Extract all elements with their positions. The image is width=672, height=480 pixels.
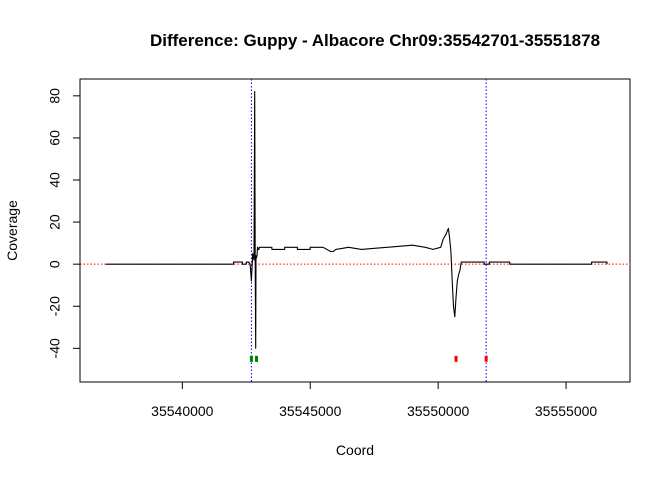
y-tick-label: -20 — [47, 296, 63, 316]
y-tick-label: 40 — [47, 172, 63, 188]
y-tick-label: 0 — [47, 260, 63, 268]
x-tick-label: 35545000 — [279, 403, 342, 419]
chart-title: Difference: Guppy - Albacore Chr09:35542… — [150, 31, 600, 50]
x-tick-label: 35555000 — [535, 403, 598, 419]
reference-lines — [80, 79, 630, 382]
marker-0 — [249, 355, 253, 362]
x-tick-label: 35550000 — [407, 403, 470, 419]
y-axis: -40 -20 0 20 40 60 80 — [47, 88, 81, 358]
markers-layer — [249, 355, 488, 362]
x-tick-label: 35540000 — [151, 403, 214, 419]
x-axis: 35540000 35545000 35550000 35555000 — [151, 381, 598, 419]
series-layer — [105, 91, 608, 349]
y-tick-label: 80 — [47, 88, 63, 104]
y-tick-label: 20 — [47, 214, 63, 230]
marker-1 — [255, 355, 259, 362]
y-axis-label: Coverage — [4, 200, 20, 261]
series-line-0 — [105, 91, 608, 349]
marker-3 — [484, 355, 488, 362]
plot-frame — [79, 78, 631, 383]
x-axis-label: Coord — [336, 442, 374, 458]
y-tick-label: -40 — [47, 338, 63, 358]
marker-2 — [454, 355, 458, 362]
y-tick-label: 60 — [47, 130, 63, 146]
